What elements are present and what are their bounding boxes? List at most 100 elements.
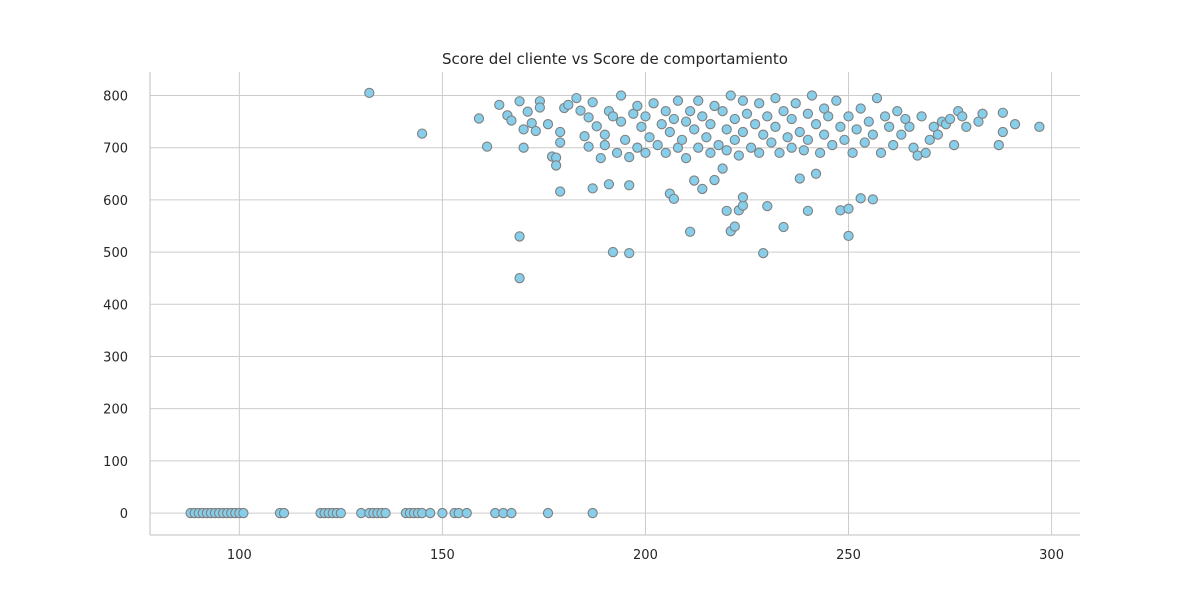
data-point <box>238 507 249 519</box>
data-point <box>790 98 801 109</box>
data-point <box>693 142 704 153</box>
data-point <box>506 115 517 126</box>
data-point <box>689 124 700 135</box>
data-point <box>855 103 866 114</box>
data-point <box>550 160 562 171</box>
data-point <box>624 151 635 163</box>
data-point <box>595 152 606 164</box>
data-point <box>713 139 724 151</box>
data-point <box>624 180 635 191</box>
data-point <box>961 121 972 132</box>
data-point <box>514 231 525 242</box>
data-point <box>786 113 797 125</box>
data-point <box>867 129 879 140</box>
points-layer <box>185 87 1045 519</box>
data-point <box>579 131 590 142</box>
data-point <box>839 134 850 146</box>
data-point <box>851 124 862 135</box>
data-point <box>892 105 903 117</box>
data-point <box>762 200 773 212</box>
data-point <box>758 247 769 259</box>
y-tick-label: 500 <box>103 246 128 261</box>
data-point <box>737 192 749 203</box>
data-point <box>518 124 529 135</box>
data-point <box>684 105 696 117</box>
data-point <box>916 111 927 122</box>
data-point <box>782 132 793 143</box>
data-point <box>729 221 740 232</box>
data-point <box>823 111 834 122</box>
data-point <box>810 168 822 179</box>
data-point <box>705 147 716 159</box>
data-point <box>644 132 655 143</box>
y-tick-label: 200 <box>103 403 128 418</box>
data-point <box>778 221 789 233</box>
data-point <box>806 90 818 101</box>
data-point <box>461 507 472 519</box>
data-point <box>957 111 968 122</box>
data-point <box>754 98 765 109</box>
data-point <box>705 119 716 130</box>
data-point <box>766 137 777 148</box>
data-point <box>620 134 631 146</box>
data-point <box>835 121 846 132</box>
data-point <box>587 507 598 519</box>
data-point <box>425 507 436 519</box>
y-tick-label: 300 <box>103 350 128 365</box>
data-point <box>587 97 598 108</box>
data-point <box>1034 121 1045 132</box>
data-point <box>632 100 643 112</box>
data-point <box>810 119 822 130</box>
data-point <box>335 507 347 519</box>
data-point <box>709 174 720 186</box>
data-point <box>818 129 830 140</box>
data-point <box>701 132 712 143</box>
data-point <box>896 129 907 140</box>
data-point <box>676 134 688 146</box>
data-point <box>555 186 566 197</box>
data-point <box>697 111 708 122</box>
data-point <box>904 121 915 132</box>
data-point <box>867 194 879 205</box>
data-point <box>993 139 1004 151</box>
x-tick-label: 300 <box>1039 548 1064 563</box>
data-point <box>693 95 704 106</box>
data-point <box>603 179 615 190</box>
x-tick-label: 200 <box>633 548 658 563</box>
data-point <box>364 87 375 99</box>
data-point <box>583 112 594 123</box>
data-point <box>664 126 675 138</box>
data-point <box>843 203 854 214</box>
data-point <box>794 173 805 184</box>
data-point <box>697 183 708 195</box>
data-point <box>900 113 911 125</box>
data-point <box>542 507 554 519</box>
data-point <box>437 507 448 519</box>
y-tick-label: 600 <box>103 194 128 209</box>
data-point <box>680 152 692 164</box>
data-point <box>725 90 736 101</box>
data-point <box>997 107 1008 118</box>
data-point <box>672 142 684 153</box>
data-point <box>526 118 537 129</box>
data-point <box>607 111 619 122</box>
data-point <box>506 507 517 519</box>
data-point <box>745 142 757 153</box>
data-point <box>798 145 809 156</box>
data-point <box>928 121 939 132</box>
data-point <box>648 98 659 109</box>
y-tick-labels: 0 100 200 300 400 500 600 700 800 <box>103 89 128 522</box>
x-tick-label: 150 <box>430 548 455 563</box>
data-point <box>672 95 684 106</box>
data-point <box>530 125 541 137</box>
data-point <box>883 121 895 132</box>
data-point <box>628 108 639 119</box>
data-point <box>802 108 814 119</box>
data-point <box>818 103 830 114</box>
data-point <box>684 226 696 237</box>
data-point <box>717 163 728 174</box>
data-point <box>652 139 663 151</box>
data-point <box>802 205 814 216</box>
data-point <box>555 126 566 138</box>
data-point <box>888 139 899 151</box>
